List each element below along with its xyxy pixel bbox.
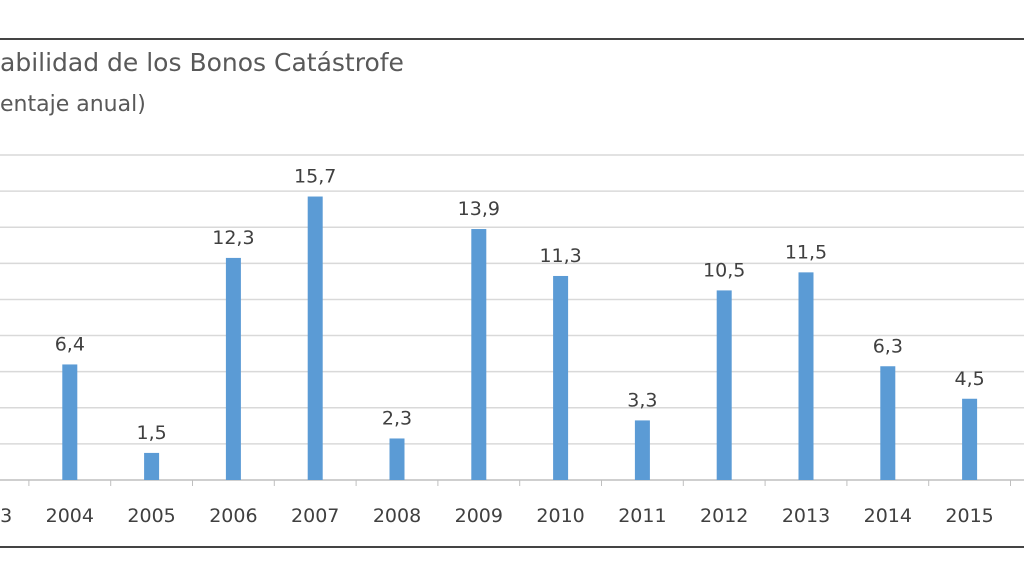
x-tick-label-2003: 2003 xyxy=(0,505,12,527)
x-tick-label-2008: 2008 xyxy=(373,505,421,527)
x-tick-label-2010: 2010 xyxy=(536,505,584,527)
x-tick-label-2009: 2009 xyxy=(455,505,503,527)
data-label-2006: 12,3 xyxy=(212,227,254,249)
bar-2011 xyxy=(634,420,650,480)
data-label-2009: 13,9 xyxy=(458,198,500,220)
x-tick-label-2004: 2004 xyxy=(46,505,94,527)
x-tick-label-2005: 2005 xyxy=(127,505,175,527)
x-tick-label-2015: 2015 xyxy=(945,505,993,527)
x-tick-label-2013: 2013 xyxy=(782,505,830,527)
data-label-2014: 6,3 xyxy=(873,335,903,357)
x-tick-label-2012: 2012 xyxy=(700,505,748,527)
data-label-2008: 2,3 xyxy=(382,407,412,429)
bar-2006 xyxy=(225,257,241,480)
bar-2010 xyxy=(553,275,569,480)
chart-frame xyxy=(0,38,1024,548)
data-label-2004: 6,4 xyxy=(55,333,85,355)
bar-2015 xyxy=(962,398,978,480)
x-tick-label-2011: 2011 xyxy=(618,505,666,527)
x-tick-label-2014: 2014 xyxy=(864,505,912,527)
data-label-2007: 15,7 xyxy=(294,166,336,188)
bar-2008 xyxy=(389,438,405,480)
data-label-2005: 1,5 xyxy=(136,422,166,444)
bar-2009 xyxy=(471,229,487,480)
data-label-2010: 11,3 xyxy=(539,245,581,267)
data-label-2012: 10,5 xyxy=(703,259,745,281)
chart-title: abilidad de los Bonos Catástrofe xyxy=(0,48,404,77)
chart-subtitle: entaje anual) xyxy=(0,92,146,117)
data-label-2015: 4,5 xyxy=(954,368,984,390)
x-tick-label-2006: 2006 xyxy=(209,505,257,527)
bar-2004 xyxy=(62,364,78,480)
data-label-2011: 3,3 xyxy=(627,389,657,411)
bar-2005 xyxy=(144,452,160,480)
data-label-2013: 11,5 xyxy=(785,241,827,263)
bar-2014 xyxy=(880,366,896,480)
bar-2012 xyxy=(716,290,732,480)
x-tick-label-2007: 2007 xyxy=(291,505,339,527)
bar-2007 xyxy=(307,196,323,480)
bar-2013 xyxy=(798,272,814,480)
